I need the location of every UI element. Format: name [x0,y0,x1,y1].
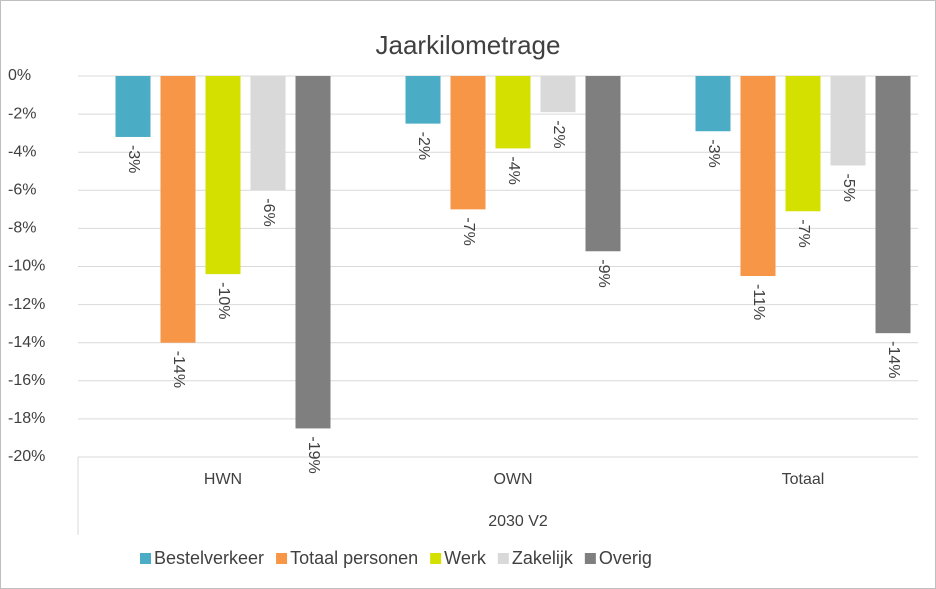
y-tick-label: -20% [8,448,45,465]
y-tick-label: -6% [8,182,36,199]
legend-swatch [584,553,596,564]
data-label: -7% [460,217,477,245]
y-tick-label: -8% [8,220,36,237]
data-label: -10% [215,282,232,319]
legend-label: Overig [599,548,652,568]
bar [295,76,331,429]
bar [585,76,621,252]
x-tick-label: OWN [493,471,532,488]
data-label: -3% [125,145,142,173]
data-label: -2% [415,132,432,160]
bar [875,76,911,334]
y-tick-label: -16% [8,372,45,389]
bar [405,76,441,124]
y-tick-label: -18% [8,410,45,427]
legend-swatch [276,553,288,564]
legend-label: Bestelverkeer [154,548,264,568]
bar [205,76,241,275]
data-label: -14% [170,351,187,388]
legend-label: Werk [444,548,487,568]
bar [540,76,576,113]
y-tick-label: -12% [8,296,45,313]
chart-title: Jaarkilometrage [376,30,561,60]
data-label: -6% [260,198,277,226]
data-label: -11% [750,284,767,320]
bar [830,76,866,166]
y-tick-label: 0% [8,67,31,84]
y-tick-label: -10% [8,258,45,275]
bar [115,76,151,137]
bar [785,76,821,212]
bar [250,76,286,191]
data-label: -2% [550,120,567,148]
data-label: -5% [840,174,857,202]
bar [695,76,731,132]
data-label: -4% [505,156,522,184]
data-label: -7% [795,219,812,247]
bar [495,76,531,149]
legend-label: Totaal personen [290,548,418,568]
data-label: -3% [705,139,722,167]
legend-swatch [497,553,509,564]
data-label: -14% [885,341,902,378]
legend-swatch [430,553,442,564]
bar [160,76,196,343]
bar [450,76,486,210]
y-tick-label: -14% [8,334,45,351]
x-tick-label: Totaal [782,471,825,488]
legend-swatch [140,553,151,564]
y-tick-label: -4% [8,143,36,160]
legend-label: Zakelijk [512,548,574,568]
group-label: 2030 V2 [488,513,548,530]
data-label: -19% [305,436,322,473]
x-tick-label: HWN [204,471,242,488]
bar [740,76,776,277]
data-label: -9% [595,259,612,287]
y-tick-label: -2% [8,105,36,122]
